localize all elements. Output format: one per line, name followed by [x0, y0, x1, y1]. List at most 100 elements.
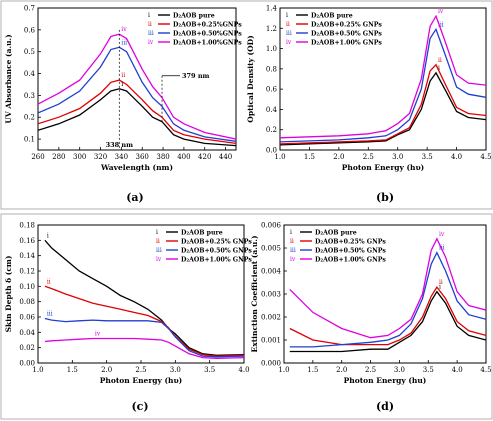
x-tick-label: 4.5 [480, 366, 491, 374]
legend-marker: iii [290, 247, 296, 254]
y-axis-label: UV Absorbance (a.u.) [4, 34, 13, 123]
x-tick-label: 300 [73, 153, 86, 161]
series-tag-label: iv [121, 26, 127, 33]
x-tick-label: 1.0 [278, 366, 289, 374]
x-tick-label: 1.0 [274, 153, 285, 161]
legend-marker: iv [290, 256, 296, 263]
legend-marker: iv [148, 39, 154, 46]
legend-entry: D₂AOB+0.50%GNPs [173, 31, 242, 38]
plot-area [279, 7, 487, 151]
series-line-2 [289, 251, 486, 348]
y-tick-label: 0.06 [19, 314, 35, 322]
charts-layer: 260 280 300 320 340 360 380 400 420 440 0.1 0.2 0.3 0… [4, 5, 492, 414]
legend-entry: D₂AOB+1.00% GNPs [315, 257, 386, 264]
series-tag-label: iv [439, 231, 445, 238]
x-tick-label: 3.5 [204, 366, 215, 374]
x-tick-label: 3.0 [392, 153, 403, 161]
legend-entry: D₂AOB pure [173, 13, 215, 20]
y-tick-label: 0.0 [266, 147, 277, 155]
y-axis-label: Skin Depth δ (cm) [4, 256, 13, 333]
y-tick-label: 0.04 [19, 329, 35, 337]
series-line-1 [44, 285, 244, 357]
x-tick-label: 340 [115, 153, 128, 161]
series-tag-label: ii [439, 279, 443, 286]
y-tick-label: 0.4 [24, 70, 36, 78]
chart-panel-2: 1.0 1.5 2.0 2.5 3.0 3.5 4.0 0.00 0.02 0.04 0.06 0.0… [4, 222, 252, 414]
chart-panel-0: 260 280 300 320 340 360 380 400 420 440 0.1 0.2 0.3 0… [4, 5, 242, 205]
y-tick-label: 0.2 [266, 126, 277, 134]
y-tick-label: 0.7 [24, 5, 35, 13]
x-axis-label: Photon Energy (hυ) [342, 163, 425, 172]
x-axis-label: Photon Energy (hυ) [100, 376, 183, 385]
series-line-0 [280, 71, 486, 146]
y-tick-label: 0.1 [24, 136, 35, 144]
y-tick-label: 0.16 [19, 237, 35, 245]
series-line-1 [38, 79, 236, 145]
legend-marker: i [290, 229, 292, 236]
series-line-0 [289, 290, 486, 353]
legend-marker: ii [290, 238, 294, 245]
series-tag-label: iii [121, 39, 127, 46]
panel-label: (c) [131, 400, 148, 413]
x-tick-label: 1.5 [304, 153, 315, 161]
y-tick-label: 0.8 [266, 65, 277, 73]
legend-entry: D₂AOB+0.50% GNPs [311, 31, 382, 38]
legend-entry: D₂AOB+0.25% GNPs [311, 22, 382, 29]
series-tag-label: i [121, 81, 123, 88]
legend-entry: D₂AOB+0.50% GNPs [315, 248, 386, 255]
x-tick-label: 280 [52, 153, 65, 161]
x-tick-label: 1.5 [67, 366, 78, 374]
legend-entry: D₂AOB+1.00% GNPs [311, 40, 382, 47]
x-tick-label: 2.0 [333, 153, 344, 161]
y-tick-label: 1.0 [266, 45, 277, 53]
y-tick-label: 0.002 [261, 314, 281, 322]
x-tick-label: 420 [198, 153, 211, 161]
x-tick-label: 2.0 [336, 366, 347, 374]
legend-marker: iii [286, 30, 292, 37]
x-tick-label: 1.0 [32, 366, 43, 374]
legend-marker: iv [286, 39, 292, 46]
x-tick-label: 260 [31, 153, 44, 161]
y-tick-label: 0.6 [266, 86, 278, 94]
x-tick-label: 360 [136, 153, 149, 161]
y-tick-label: 0.02 [19, 344, 35, 352]
series-line-3 [289, 237, 486, 339]
y-tick-label: 0.08 [19, 298, 35, 306]
x-tick-label: 320 [94, 153, 107, 161]
series-tag-label: iv [438, 8, 444, 15]
plot-area [37, 224, 245, 364]
panel-label: (a) [126, 191, 144, 204]
panel-label: (b) [376, 191, 394, 204]
series-tag-label: iv [95, 330, 101, 337]
legend-entry: D₂AOB+0.25%GNPs [173, 22, 242, 29]
legend-entry: D₂AOB pure [311, 13, 353, 20]
y-tick-label: 1.4 [266, 5, 278, 13]
series-line-2 [280, 27, 486, 143]
series-tag-label: ii [121, 72, 125, 79]
legend-marker: ii [156, 238, 160, 245]
legend-entry: D₂AOB pure [181, 230, 223, 237]
y-axis-label: Optical Density (OD) [246, 35, 255, 122]
chart-panel-3: 1.0 1.5 2.0 2.5 3.0 3.5 4.0 4.5 0.000 0.001 0.002 0… [250, 222, 492, 414]
legend-marker: iii [156, 247, 162, 254]
x-tick-label: 2.5 [135, 366, 146, 374]
x-tick-label: 4.0 [452, 366, 463, 374]
x-tick-label: 2.0 [101, 366, 112, 374]
series-tag-label: ii [438, 57, 442, 64]
series-line-3 [38, 33, 236, 140]
x-tick-label: 4.0 [238, 366, 249, 374]
y-tick-label: 0.005 [261, 245, 281, 253]
series-line-1 [280, 63, 486, 145]
legend-entry: D₂AOB pure [315, 230, 357, 237]
series-line-2 [38, 46, 236, 142]
x-tick-label: 380 [156, 153, 169, 161]
x-tick-label: 2.5 [365, 366, 376, 374]
legend-entry: D₂AOB+0.25% GNPs [315, 239, 386, 246]
legend-entry: D₂AOB+1.00%GNPs [173, 40, 242, 47]
y-tick-label: 0.006 [261, 222, 282, 230]
x-tick-label: 2.5 [363, 153, 374, 161]
legend-entry: D₂AOB+0.50% GNPs [181, 248, 252, 255]
x-axis-label: Photon Energy (hu) [344, 376, 427, 385]
series-line-0 [38, 88, 236, 147]
y-tick-label: 0.14 [19, 252, 35, 260]
